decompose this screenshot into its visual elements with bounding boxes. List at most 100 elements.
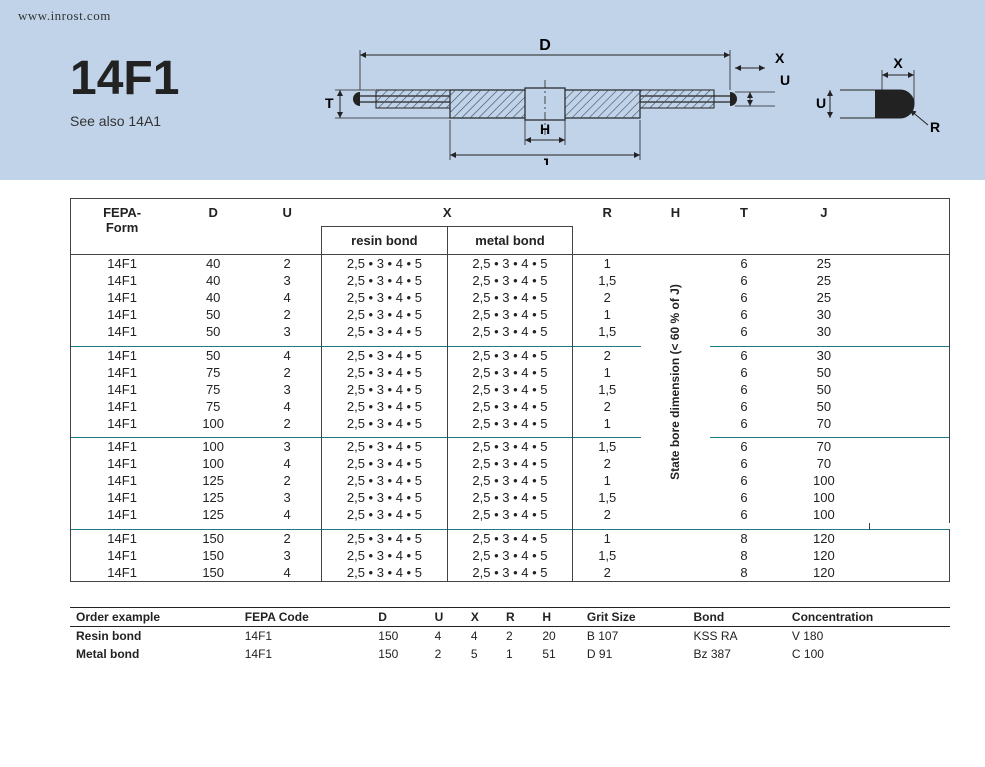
cell-D: 40 — [173, 289, 253, 306]
order-cell: 20 — [536, 626, 581, 645]
cell-T: 6 — [710, 489, 778, 506]
cell-D: 40 — [173, 255, 253, 273]
cell-U: 2 — [253, 306, 321, 323]
order-col: Order example — [70, 607, 239, 626]
cell-X-resin: 2,5 • 3 • 4 • 5 — [322, 255, 448, 273]
spec-row: 14F14022,5 • 3 • 4 • 52,5 • 3 • 4 • 51St… — [71, 255, 950, 273]
cell-T: 6 — [710, 323, 778, 340]
cell-X-resin: 2,5 • 3 • 4 • 5 — [322, 438, 448, 456]
cell-X-resin: 2,5 • 3 • 4 • 5 — [322, 529, 448, 547]
cell-R: 2 — [573, 289, 641, 306]
order-cell: 4 — [465, 626, 500, 645]
spec-row: 14F17532,5 • 3 • 4 • 52,5 • 3 • 4 • 51,5… — [71, 381, 950, 398]
cell-J: 50 — [778, 381, 869, 398]
cell-R: 1,5 — [573, 272, 641, 289]
cell-X-metal: 2,5 • 3 • 4 • 5 — [447, 438, 573, 456]
cell-form: 14F1 — [71, 306, 174, 323]
cell-form: 14F1 — [71, 255, 174, 273]
cell-U: 3 — [253, 323, 321, 340]
spec-row: 14F115022,5 • 3 • 4 • 52,5 • 3 • 4 • 518… — [71, 529, 950, 547]
cell-U: 4 — [253, 564, 321, 582]
cell-T: 8 — [710, 529, 778, 547]
cell-U: 4 — [253, 346, 321, 364]
cell-T: 6 — [710, 381, 778, 398]
cell-X-metal: 2,5 • 3 • 4 • 5 — [447, 289, 573, 306]
cell-R: 1 — [573, 364, 641, 381]
order-row: Resin bond14F115044220B 107KSS RAV 180 — [70, 626, 950, 645]
cell-X-resin: 2,5 • 3 • 4 • 5 — [322, 346, 448, 364]
svg-text:R: R — [930, 119, 940, 135]
cell-R: 1 — [573, 255, 641, 273]
cell-D: 125 — [173, 506, 253, 523]
spec-table: FEPA-FormDUXRHTJresin bondmetal bond14F1… — [70, 198, 950, 582]
cell-X-resin: 2,5 • 3 • 4 • 5 — [322, 306, 448, 323]
cell-X-metal: 2,5 • 3 • 4 • 5 — [447, 255, 573, 273]
cell-U: 4 — [253, 506, 321, 523]
order-col: Grit Size — [581, 607, 688, 626]
cell-J: 100 — [778, 489, 869, 506]
cell-R: 2 — [573, 398, 641, 415]
cell-J: 25 — [778, 272, 869, 289]
cell-X-resin: 2,5 • 3 • 4 • 5 — [322, 564, 448, 582]
order-cell: D 91 — [581, 645, 688, 663]
cell-X-metal: 2,5 • 3 • 4 • 5 — [447, 506, 573, 523]
cell-R: 1 — [573, 306, 641, 323]
cell-D: 100 — [173, 415, 253, 432]
order-cell: 1 — [500, 645, 536, 663]
see-also: See also 14A1 — [70, 113, 179, 129]
cell-D: 100 — [173, 455, 253, 472]
source-url: www.inrost.com — [18, 8, 985, 24]
cell-T: 6 — [710, 438, 778, 456]
order-col: U — [429, 607, 465, 626]
cell-R: 1,5 — [573, 547, 641, 564]
order-cell: B 107 — [581, 626, 688, 645]
order-cell: 2 — [500, 626, 536, 645]
cell-J: 120 — [778, 564, 869, 582]
order-col: D — [372, 607, 428, 626]
svg-text:X: X — [893, 55, 903, 71]
cell-X-metal: 2,5 • 3 • 4 • 5 — [447, 489, 573, 506]
spec-table-wrap: FEPA-FormDUXRHTJresin bondmetal bond14F1… — [70, 198, 945, 663]
cell-R: 2 — [573, 455, 641, 472]
cell-X-metal: 2,5 • 3 • 4 • 5 — [447, 272, 573, 289]
cell-J: 100 — [778, 506, 869, 523]
order-cell: KSS RA — [688, 626, 786, 645]
product-code: 14F1 — [70, 55, 179, 103]
order-col: Concentration — [786, 607, 950, 626]
cell-X-metal: 2,5 • 3 • 4 • 5 — [447, 564, 573, 582]
cell-R: 1,5 — [573, 381, 641, 398]
cell-J: 50 — [778, 398, 869, 415]
order-col: R — [500, 607, 536, 626]
cell-R: 1,5 — [573, 323, 641, 340]
cell-X-metal: 2,5 • 3 • 4 • 5 — [447, 529, 573, 547]
cell-R: 1 — [573, 529, 641, 547]
cell-T: 6 — [710, 364, 778, 381]
spec-row: 14F115042,5 • 3 • 4 • 52,5 • 3 • 4 • 528… — [71, 564, 950, 582]
cell-D: 75 — [173, 398, 253, 415]
cell-form: 14F1 — [71, 489, 174, 506]
cell-form: 14F1 — [71, 415, 174, 432]
col-U: U — [253, 199, 321, 255]
order-example-table: Order exampleFEPA CodeDUXRHGrit SizeBond… — [70, 607, 950, 663]
cell-D: 40 — [173, 272, 253, 289]
cell-U: 4 — [253, 398, 321, 415]
cell-T: 6 — [710, 415, 778, 432]
cell-form: 14F1 — [71, 438, 174, 456]
order-row: Metal bond14F115025151D 91Bz 387C 100 — [70, 645, 950, 663]
cell-H-note: State bore dimension (< 60 % of J) — [641, 255, 709, 524]
col-H: H — [641, 199, 709, 255]
spec-row: 14F110022,5 • 3 • 4 • 52,5 • 3 • 4 • 516… — [71, 415, 950, 432]
order-cell: 14F1 — [239, 626, 373, 645]
svg-text:X: X — [775, 50, 785, 66]
svg-text:U: U — [816, 95, 826, 111]
title-block: 14F1 See also 14A1 — [70, 55, 179, 129]
cell-X-resin: 2,5 • 3 • 4 • 5 — [322, 364, 448, 381]
cell-J: 30 — [778, 346, 869, 364]
cell-form: 14F1 — [71, 529, 174, 547]
order-cell: C 100 — [786, 645, 950, 663]
cell-J: 30 — [778, 323, 869, 340]
cell-J: 25 — [778, 255, 869, 273]
cell-U: 3 — [253, 489, 321, 506]
cell-U: 2 — [253, 472, 321, 489]
cell-J: 30 — [778, 306, 869, 323]
